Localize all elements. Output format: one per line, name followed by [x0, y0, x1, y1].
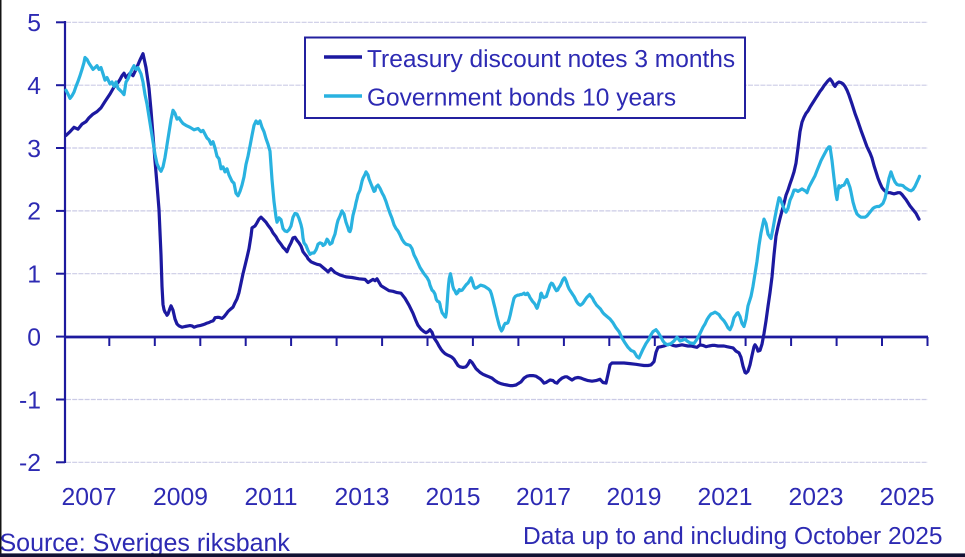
svg-text:Source: Sveriges riksbank: Source: Sveriges riksbank [0, 529, 290, 557]
svg-text:-1: -1 [19, 387, 41, 414]
svg-text:2021: 2021 [698, 484, 753, 511]
svg-text:2017: 2017 [516, 484, 571, 511]
svg-text:2013: 2013 [335, 484, 390, 511]
svg-text:2015: 2015 [426, 484, 481, 511]
svg-text:2025: 2025 [880, 484, 935, 511]
svg-text:Government bonds 10 years: Government bonds 10 years [367, 85, 676, 112]
svg-text:3: 3 [27, 136, 41, 163]
svg-text:0: 0 [27, 324, 41, 351]
svg-text:2019: 2019 [607, 484, 662, 511]
svg-text:2007: 2007 [62, 484, 117, 511]
svg-text:-2: -2 [19, 450, 41, 477]
svg-text:4: 4 [27, 73, 41, 100]
svg-text:2: 2 [27, 199, 41, 226]
svg-text:5: 5 [27, 10, 41, 37]
svg-text:Data up to and including Octob: Data up to and including October 2025 [523, 523, 943, 550]
svg-text:1: 1 [27, 262, 41, 289]
svg-text:2023: 2023 [789, 484, 844, 511]
svg-text:2011: 2011 [244, 484, 297, 511]
svg-text:2009: 2009 [153, 484, 208, 511]
svg-text:Treasury discount notes 3 mont: Treasury discount notes 3 months [367, 46, 735, 73]
